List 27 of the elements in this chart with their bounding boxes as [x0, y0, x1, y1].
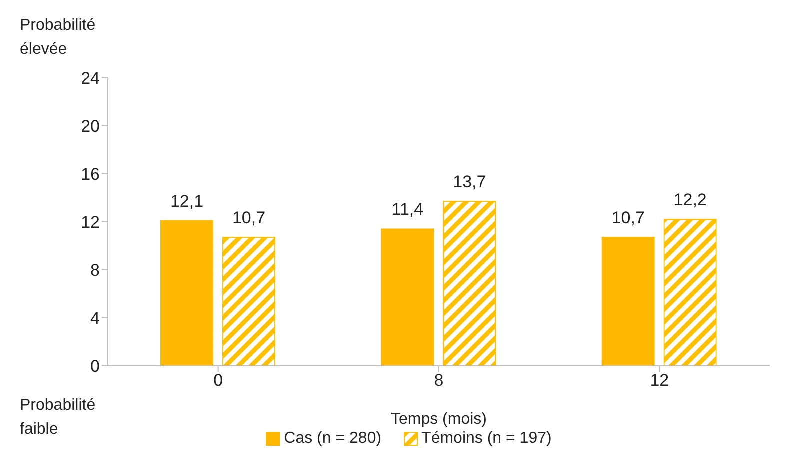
bar: [160, 220, 214, 366]
legend-label: Témoins (n = 197): [422, 430, 552, 448]
x-tick-label: 8: [434, 371, 444, 390]
legend-label: Cas (n = 280): [284, 430, 382, 448]
bar: [381, 228, 434, 366]
data-label: 13,7: [453, 172, 486, 192]
data-label: 11,4: [392, 200, 424, 220]
y-tick-label: 24: [81, 69, 100, 88]
y-tick-label: 12: [81, 213, 100, 232]
bar: [222, 237, 276, 366]
x-tick-label: 12: [650, 371, 670, 390]
x-tick-label: 0: [214, 371, 224, 390]
y-tick-label: 4: [90, 309, 100, 328]
data-label: 10,7: [612, 208, 645, 228]
y-tick-label: 8: [90, 261, 100, 280]
bar: [602, 237, 655, 366]
data-label: 12,2: [674, 190, 707, 210]
y-tick-label: 16: [81, 165, 100, 184]
text: Probabilité faible: [20, 396, 97, 440]
y-tick-label: 20: [81, 117, 100, 136]
y-tick-label: 0: [90, 357, 100, 376]
text: Probabilité élevée: [20, 16, 97, 60]
data-label: 10,7: [232, 208, 266, 228]
x-axis-title: Temps (mois): [390, 411, 488, 428]
bar: [664, 219, 717, 366]
data-label: 12,1: [170, 192, 204, 211]
bar: [443, 201, 496, 366]
